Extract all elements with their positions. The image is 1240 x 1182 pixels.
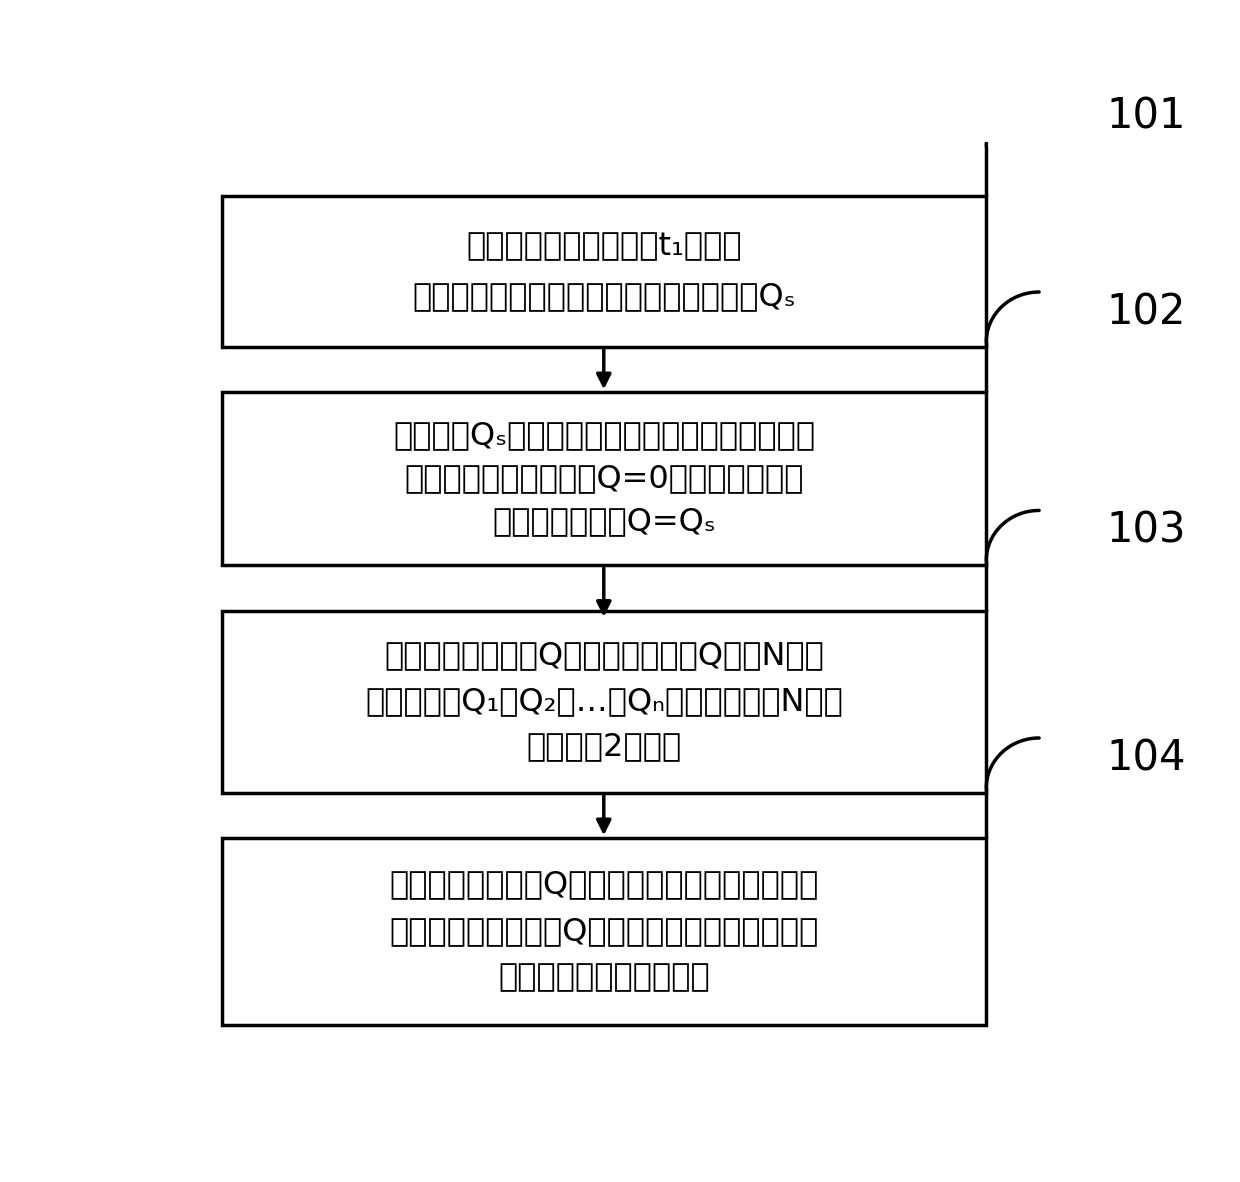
Text: 102: 102 bbox=[1106, 292, 1185, 333]
Text: 104: 104 bbox=[1106, 738, 1185, 779]
Text: 表的流量进行一次采集，得到实时的流量Qₛ: 表的流量进行一次采集，得到实时的流量Qₛ bbox=[413, 281, 796, 312]
Text: 每隔初始采样时间间隔t₁对计量: 每隔初始采样时间间隔t₁对计量 bbox=[466, 230, 742, 262]
Bar bbox=[222, 392, 986, 565]
Text: 103: 103 bbox=[1106, 509, 1185, 552]
Text: 判断流量Qₛ是否小于计量表的始动流量，若是则: 判断流量Qₛ是否小于计量表的始动流量，若是则 bbox=[393, 420, 816, 450]
Bar bbox=[222, 838, 986, 1025]
Text: 样所得流量Q₁、Q₂、…、Qₙ的方向，其中N为大: 样所得流量Q₁、Q₂、…、Qₙ的方向，其中N为大 bbox=[366, 686, 843, 717]
Text: 判断当前瞬时流量Q的绝对值是否小于预设流量阙: 判断当前瞬时流量Q的绝对值是否小于预设流量阙 bbox=[389, 869, 818, 901]
Text: 记录当前瞬时流量Q及当前瞬时流量Q之前N次采: 记录当前瞬时流量Q及当前瞬时流量Q之前N次采 bbox=[384, 641, 825, 671]
Bar bbox=[222, 196, 986, 346]
Text: 则进行零流量震荀流滤波: 则进行零流量震荀流滤波 bbox=[498, 962, 711, 994]
Text: 于或等于2的整数: 于或等于2的整数 bbox=[527, 732, 682, 762]
Bar bbox=[222, 611, 986, 793]
Text: 101: 101 bbox=[1106, 96, 1185, 138]
Text: 表当前瞬时流量Q=Qₛ: 表当前瞬时流量Q=Qₛ bbox=[492, 506, 717, 538]
Text: 値，若当前瞬时流量Q的绝对值小于预设流量阙値: 値，若当前瞬时流量Q的绝对值小于预设流量阙値 bbox=[389, 916, 818, 947]
Text: 计量表的当前瞬时流量Q=0，若否则计量的: 计量表的当前瞬时流量Q=0，若否则计量的 bbox=[404, 463, 804, 494]
